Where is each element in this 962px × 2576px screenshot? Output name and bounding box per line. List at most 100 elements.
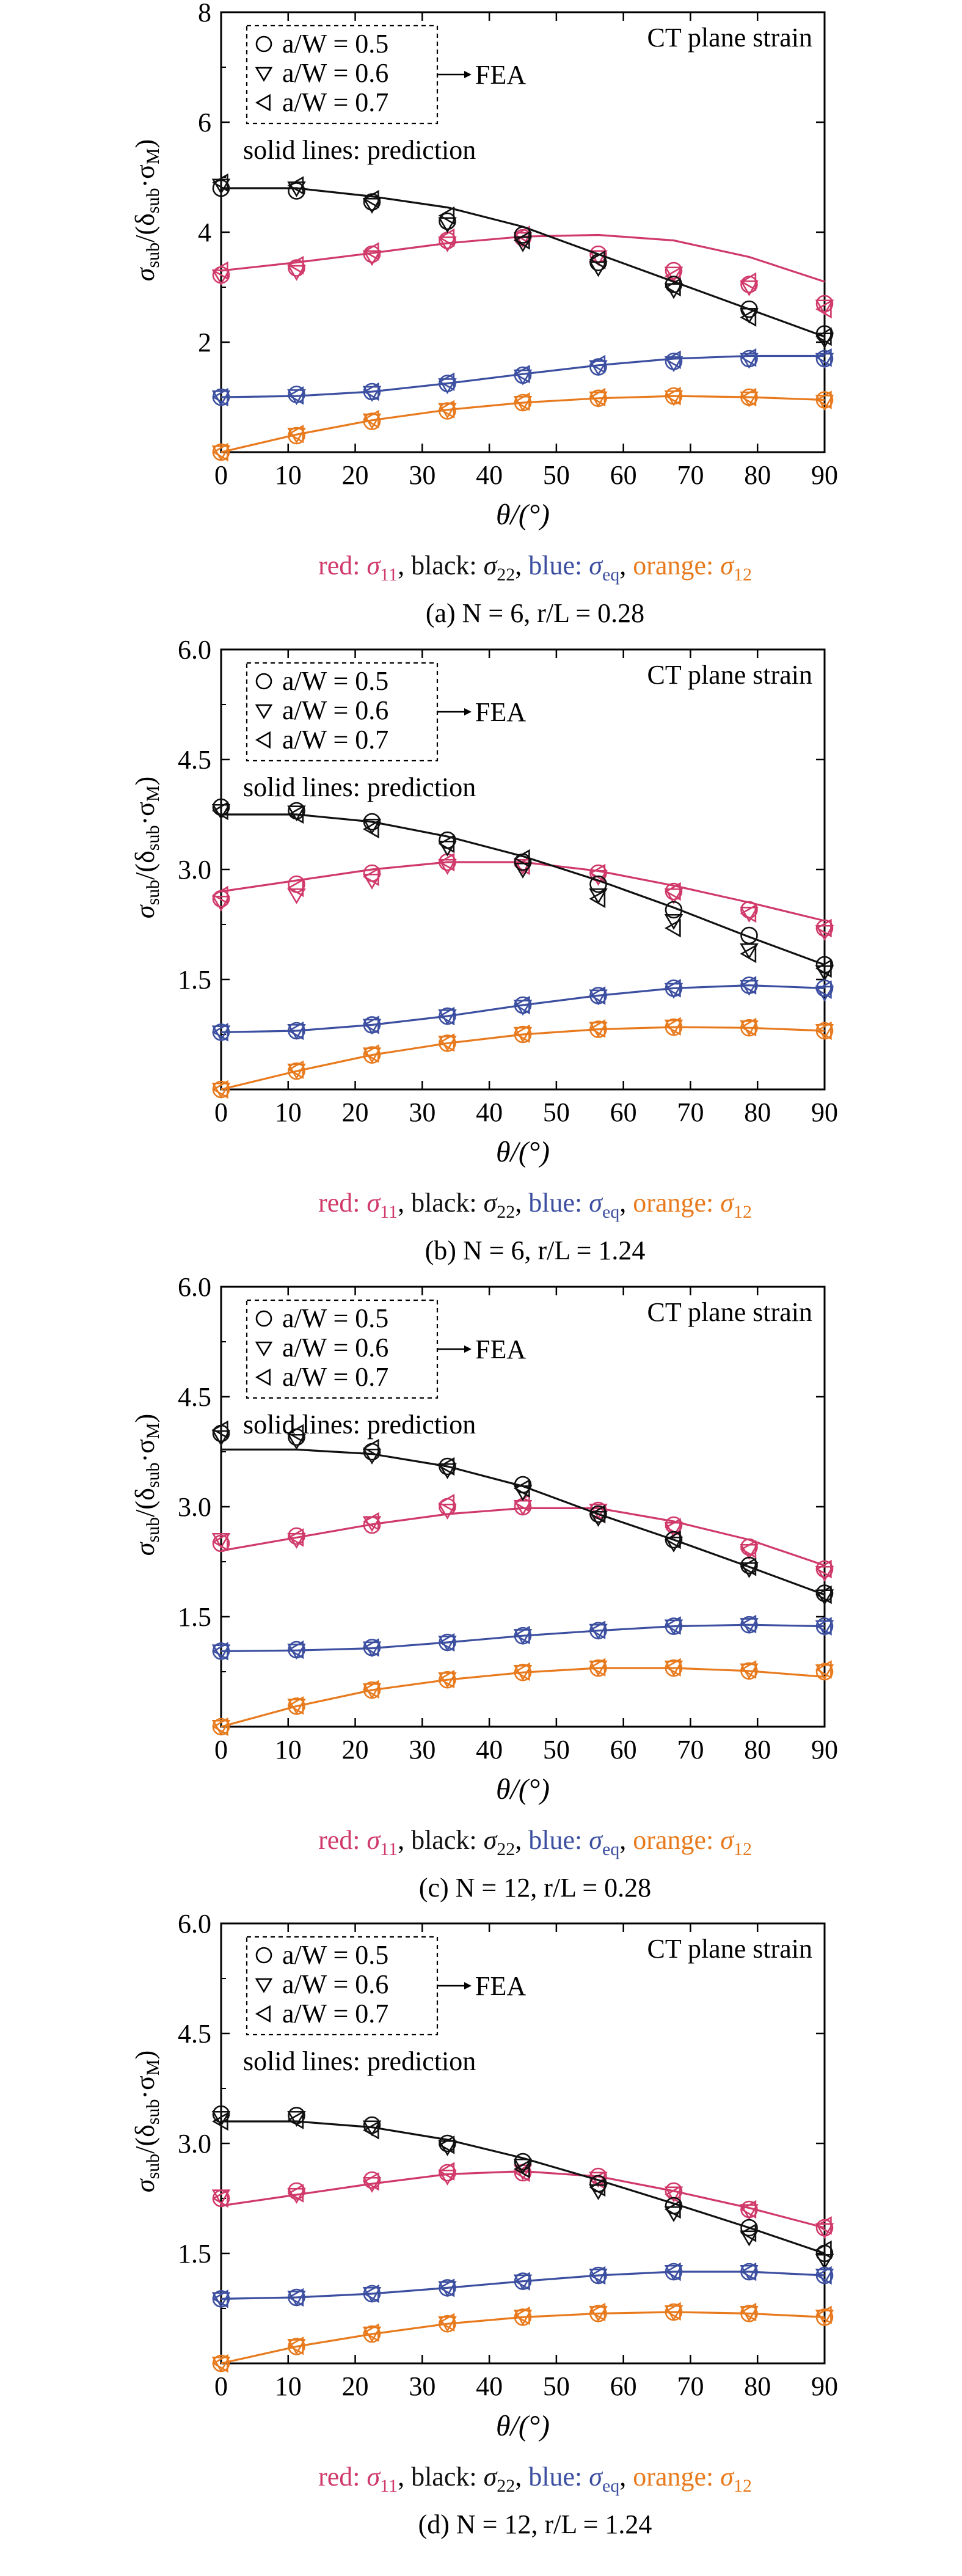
fea-point-triangle-down: [589, 261, 608, 277]
color-key-prefix: black:: [411, 2462, 484, 2492]
fea-point-triangle-left: [815, 1617, 832, 1636]
fea-point-triangle-left: [438, 206, 455, 225]
fea-point-triangle-down: [211, 178, 231, 195]
ylabel-close: ): [130, 2051, 160, 2060]
y-tick-label: 1.5: [178, 1602, 211, 1632]
fea-point-triangle-left: [287, 1060, 304, 1079]
fea-point-triangle-left: [589, 387, 606, 407]
fea-point-triangle-down: [438, 1463, 457, 1479]
color-key-symbol: σ: [366, 551, 381, 580]
fea-point-triangle-left: [665, 1658, 681, 1677]
color-key-symbol: σ: [589, 551, 603, 580]
color-key-sep: ,: [515, 2462, 528, 2492]
color-key-sub: 22: [497, 2476, 515, 2496]
y-tick-label: 3.0: [178, 855, 211, 885]
color-key: red: σ11, black: σ22, blue: σeq, orange:…: [318, 2462, 752, 2496]
prediction-note: solid lines: prediction: [243, 135, 476, 165]
fea-point-triangle-left: [665, 277, 681, 297]
x-tick-label: 70: [677, 1735, 704, 1765]
x-tick-label: 0: [214, 1735, 228, 1765]
fea-point-triangle-down: [589, 1660, 608, 1677]
color-key-sub: 12: [734, 2476, 752, 2496]
fea-point-triangle-left: [665, 2185, 681, 2205]
fea-point-triangle-left: [815, 390, 832, 409]
color-key-symbol: σ: [366, 1825, 381, 1855]
color-key-prefix: black:: [411, 1188, 484, 1218]
fea-point-triangle-left: [815, 348, 832, 367]
color-key-symbol: σ: [720, 1188, 735, 1218]
fea-point-triangle-down: [287, 181, 306, 197]
fea-point-triangle-left: [212, 2112, 228, 2131]
ylabel-sigma: σ: [130, 2178, 160, 2192]
x-axis-label: θ/(°): [496, 1773, 550, 1806]
x-tick-label: 70: [677, 1097, 704, 1127]
fea-point-triangle-down: [211, 895, 231, 912]
fea-arrow-head: [464, 708, 472, 715]
prediction-line-series-3: [220, 984, 825, 1033]
color-key-prefix: orange:: [633, 1188, 720, 1218]
x-tick-label: 60: [610, 1735, 637, 1765]
fea-point-triangle-down: [211, 1719, 231, 1736]
fea-point-circle: [815, 295, 834, 313]
legend-box: [246, 1299, 439, 1399]
fea-point-triangle-down: [664, 1660, 683, 1677]
fea-point-triangle-left: [287, 2184, 304, 2203]
fea-point-triangle-left: [438, 400, 455, 419]
legend-entry-label: a/W = 0.6: [282, 695, 388, 725]
color-key-symbol: σ: [484, 551, 498, 580]
fea-point-triangle-down: [211, 1082, 231, 1099]
fea-point-triangle-down: [211, 390, 231, 406]
fea-point-triangle-left: [815, 2266, 832, 2285]
fea-point-triangle-down: [287, 2290, 306, 2307]
legend-box: [246, 24, 439, 125]
y-axis-label: σsub/(δsub·σM): [130, 2051, 163, 2192]
fea-point-circle: [665, 262, 683, 280]
fea-point-triangle-down: [589, 1022, 608, 1038]
ylabel-sigma: σ: [130, 1541, 160, 1556]
legend-marker-triangle-down: [255, 1978, 273, 1993]
fea-point-triangle-left: [815, 918, 832, 938]
fea-point-circle: [363, 813, 381, 831]
legend-marker-triangle-down: [255, 1341, 273, 1356]
panel-caption: (b) N = 6, r/L = 1.24: [425, 1235, 646, 1265]
fea-point-triangle-down: [589, 1510, 608, 1527]
fea-point-triangle-left: [665, 2302, 681, 2321]
ylabel-mid: /(δ: [130, 851, 160, 880]
fea-point-triangle-down: [211, 445, 231, 461]
fea-point-triangle-down: [438, 1672, 457, 1688]
fea-point-triangle-left: [740, 348, 757, 367]
legend-entry-label: a/W = 0.5: [282, 666, 388, 696]
fea-point-triangle-down: [815, 965, 834, 981]
fea-point-triangle-left: [438, 1006, 455, 1026]
fea-point-triangle-left: [363, 2172, 379, 2191]
fea-point-triangle-left: [815, 1559, 832, 1579]
fea-point-triangle-left: [815, 959, 832, 978]
color-key-sep: ,: [515, 1188, 528, 1218]
fea-point-triangle-left: [514, 2272, 530, 2291]
fea-point-triangle-left: [665, 979, 681, 998]
x-tick-label: 60: [610, 1097, 637, 1127]
x-tick-label: 20: [342, 2371, 369, 2401]
fea-point-triangle-left: [212, 2189, 228, 2208]
ylabel-sub2: sub: [143, 1463, 163, 1488]
fea-label: FEA: [475, 1971, 526, 2001]
y-tick-label: 8: [198, 0, 211, 27]
legend-entry-label: a/W = 0.7: [282, 725, 388, 755]
color-key-symbol: σ: [484, 1188, 498, 1218]
fea-point-triangle-left: [438, 1493, 455, 1513]
fea-point-triangle-left: [514, 392, 530, 411]
fea-point-triangle-left: [740, 2200, 757, 2219]
fea-point-triangle-left: [589, 863, 606, 883]
fea-point-triangle-left: [363, 1638, 379, 1657]
ylabel-sub2: sub: [143, 825, 163, 851]
x-tick-label: 30: [409, 2371, 435, 2401]
fea-point-triangle-left: [212, 2354, 228, 2373]
chart-panel-d: 0 10 20 30 40 50 60 70 80 901.53.04.56.0σsub/(δsu…: [130, 1909, 838, 2539]
color-key-prefix: orange:: [633, 1825, 720, 1855]
fea-point-triangle-left: [665, 2262, 681, 2281]
fea-label: FEA: [475, 697, 526, 727]
fea-point-circle: [212, 2105, 230, 2123]
color-key-sub: 12: [734, 565, 752, 585]
plot-note: CT plane strain: [647, 660, 812, 690]
fea-point-triangle-left: [815, 1585, 832, 1605]
